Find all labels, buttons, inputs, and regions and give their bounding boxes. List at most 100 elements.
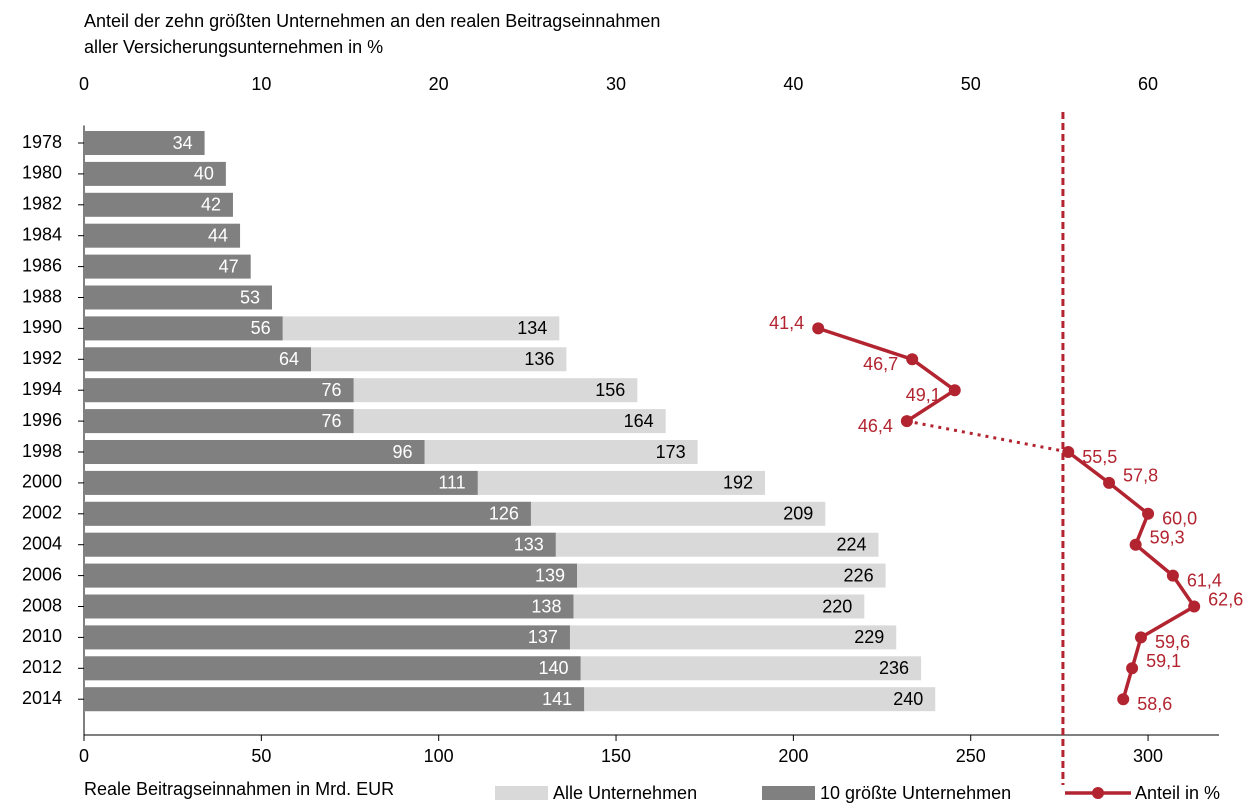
point-label: 58,6 — [1137, 694, 1172, 714]
bar-label: 164 — [624, 411, 654, 431]
bar-label: 137 — [528, 627, 558, 647]
point — [1117, 693, 1130, 706]
y-tick-label: 1984 — [22, 224, 62, 244]
bar-label: 141 — [542, 689, 572, 709]
point-label: 59,6 — [1155, 632, 1190, 652]
bar — [84, 347, 311, 372]
y-tick-label: 1992 — [22, 348, 62, 368]
bar-label: 56 — [251, 318, 271, 338]
x2-tick-label: 10 — [251, 74, 271, 94]
bar — [84, 625, 570, 650]
bar — [84, 161, 226, 186]
bar-label: 44 — [208, 225, 228, 245]
x-tick-label: 100 — [424, 746, 454, 766]
bar — [84, 316, 283, 341]
point — [812, 322, 825, 335]
point — [1062, 446, 1075, 458]
point-label: 61,4 — [1187, 570, 1222, 590]
bar — [84, 532, 556, 557]
legend-label: Anteil in % — [1135, 783, 1220, 803]
x-tick-label: 0 — [79, 746, 89, 766]
y-tick-label: 1996 — [22, 410, 62, 430]
x2-tick-label: 50 — [961, 74, 981, 94]
point-label: 49,1 — [906, 385, 941, 405]
x-tick-label: 150 — [601, 746, 631, 766]
line-dotted — [906, 419, 1069, 454]
bar-label: 42 — [201, 195, 221, 215]
axis-title: Reale Beitragseinnahmen in Mrd. EUR — [84, 779, 394, 799]
y-tick-label: 1982 — [22, 194, 62, 214]
point — [1134, 631, 1147, 644]
x2-tick-label: 40 — [783, 74, 803, 94]
bar — [84, 501, 531, 526]
bar — [84, 563, 578, 588]
y-tick-label: 1986 — [22, 255, 62, 275]
y-tick-label: 1998 — [22, 441, 62, 461]
bar-label: 76 — [322, 380, 342, 400]
x2-tick-label: 0 — [79, 74, 89, 94]
x-tick-label: 250 — [956, 746, 986, 766]
bar — [84, 440, 425, 464]
bar-label: 226 — [844, 565, 874, 585]
point — [948, 384, 961, 397]
bar-label: 240 — [893, 689, 923, 709]
bar — [84, 409, 354, 434]
bar — [84, 378, 354, 403]
y-tick-label: 1990 — [22, 317, 62, 337]
point-label: 59,3 — [1150, 527, 1185, 547]
bar-label: 136 — [524, 349, 554, 369]
x2-tick-label: 30 — [606, 74, 626, 94]
x2-tick-label: 60 — [1138, 74, 1158, 94]
bar-label: 229 — [854, 627, 884, 647]
point — [900, 415, 913, 428]
point-label: 60,0 — [1162, 509, 1197, 529]
bar-label: 34 — [173, 133, 193, 153]
bar — [84, 192, 233, 217]
bar-label: 134 — [517, 318, 547, 338]
point-label: 62,6 — [1208, 589, 1243, 609]
x-tick-label: 200 — [778, 746, 808, 766]
bar-label: 209 — [783, 504, 813, 524]
y-tick-label: 1988 — [22, 286, 62, 306]
bar — [84, 285, 272, 310]
point-label: 57,8 — [1123, 466, 1158, 486]
point — [1126, 662, 1139, 675]
bar-label: 47 — [219, 256, 239, 276]
y-tick-label: 2004 — [22, 533, 62, 553]
bar-label: 220 — [822, 596, 852, 616]
y-tick-label: 1980 — [22, 163, 62, 183]
legend-swatch — [1092, 787, 1104, 799]
y-tick-label: 2000 — [22, 472, 62, 492]
bar — [84, 656, 581, 681]
point — [906, 353, 919, 366]
axis-title: Anteil der zehn größten Unternehmen an d… — [84, 11, 660, 31]
bar-label: 40 — [194, 164, 214, 184]
point-label: 59,1 — [1146, 651, 1181, 671]
bar-label: 192 — [723, 473, 753, 493]
legend-label: Alle Unternehmen — [553, 783, 697, 803]
bar — [84, 470, 478, 495]
point — [1142, 507, 1155, 520]
bar-label: 173 — [656, 442, 686, 462]
bar-label: 140 — [539, 658, 569, 678]
bar-label: 111 — [438, 473, 465, 493]
bar-label: 76 — [322, 411, 342, 431]
bar-label: 236 — [879, 658, 909, 678]
point-label: 55,5 — [1082, 447, 1117, 467]
legend-label: 10 größte Unternehmen — [820, 783, 1011, 803]
y-tick-label: 2014 — [22, 688, 62, 708]
bar-label: 133 — [514, 534, 544, 554]
bar-label: 126 — [489, 504, 519, 524]
point — [1129, 538, 1142, 551]
bar-label: 53 — [240, 287, 260, 307]
y-tick-label: 2012 — [22, 657, 62, 677]
y-tick-label: 1994 — [22, 379, 62, 399]
bar-label: 64 — [279, 349, 299, 369]
axis-title: aller Versicherungsunternehmen in % — [84, 37, 383, 57]
y-tick-label: 2008 — [22, 595, 62, 615]
bar-label: 156 — [595, 380, 625, 400]
bar — [84, 131, 205, 155]
point-label: 41,4 — [769, 313, 804, 333]
bar-label: 139 — [535, 565, 565, 585]
x-tick-label: 50 — [251, 746, 271, 766]
